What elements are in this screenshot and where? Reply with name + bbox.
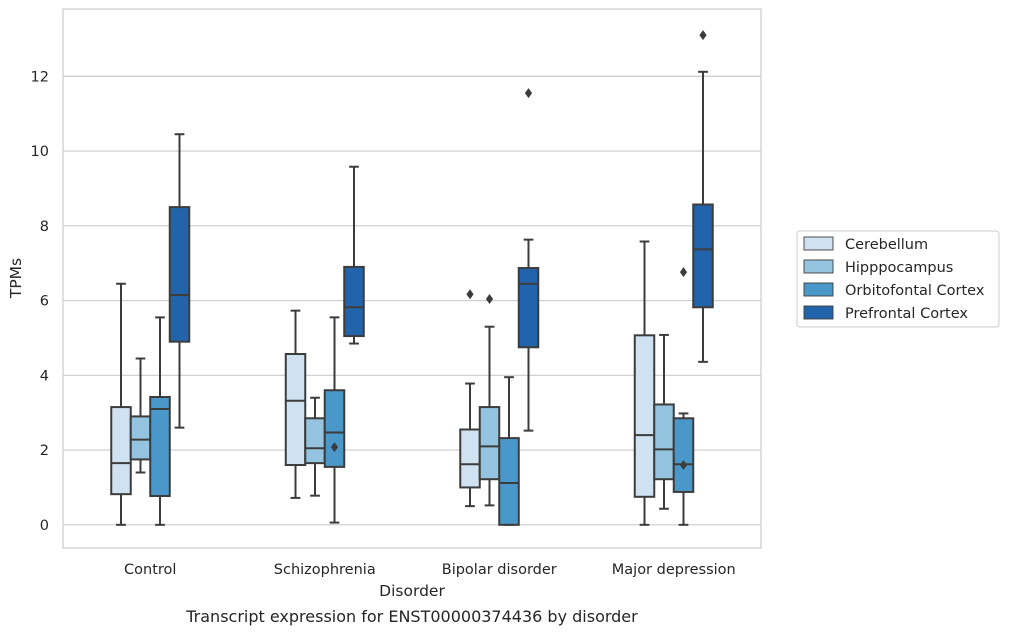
box-orbitofontal-cortex	[323, 316, 346, 524]
y-tick-label: 2	[40, 443, 49, 459]
box-orbitofontal-cortex	[672, 267, 695, 526]
legend-swatch	[803, 236, 834, 251]
box-hipppocampus	[478, 294, 501, 507]
y-axis-title: TPMs	[7, 258, 25, 299]
y-tick-label: 6	[40, 294, 49, 310]
x-tick-label: Schizophrenia	[274, 562, 376, 578]
legend: Cerebellum Hipppocampus Orbitofontal Corte…	[796, 230, 1000, 328]
box-iqr	[304, 417, 326, 465]
box-prefrontal-cortex	[517, 88, 540, 432]
box-orbitofontal-cortex	[149, 316, 171, 526]
y-tick-label: 12	[31, 69, 49, 85]
box-iqr	[129, 415, 152, 461]
outlier-point	[330, 442, 339, 453]
plot-frame	[62, 8, 762, 549]
legend-label: Prefrontal Cortex	[845, 306, 968, 322]
outlier-point	[524, 88, 533, 99]
box-prefrontal-cortex	[692, 30, 714, 363]
box-prefrontal-cortex	[343, 165, 365, 345]
y-tick-label: 8	[40, 219, 49, 235]
outlier-point	[679, 267, 688, 278]
box-orbitofontal-cortex	[498, 376, 520, 526]
box-iqr	[284, 353, 307, 467]
box-iqr	[343, 265, 365, 338]
box-iqr	[692, 203, 714, 309]
box-cerebellum	[633, 240, 656, 526]
box-iqr	[323, 389, 346, 468]
box-iqr	[459, 428, 481, 489]
box-iqr	[653, 403, 675, 481]
box-iqr	[498, 437, 520, 526]
chart-caption: Transcript expression for ENST0000037443…	[185, 607, 638, 626]
box-layer	[110, 30, 714, 526]
box-iqr	[517, 267, 540, 349]
x-axis-title: Disorder	[379, 582, 445, 600]
legend-label: Hipppocampus	[845, 260, 953, 276]
legend-swatch	[803, 305, 834, 320]
y-tick-label: 10	[31, 144, 49, 160]
outlier-point	[699, 30, 707, 41]
box-iqr	[149, 395, 171, 498]
y-tick-label: 4	[40, 368, 49, 384]
x-tick-label: Bipolar disorder	[442, 562, 557, 578]
axis-layer: 0 2 4 6 8 10 12 Control Schizophrenia Bipolar dis…	[31, 69, 736, 578]
outlier-point	[466, 289, 474, 300]
box-iqr	[168, 206, 191, 343]
y-tick-label: 0	[40, 518, 49, 534]
box-cerebellum	[459, 289, 481, 508]
box-iqr	[633, 334, 656, 498]
legend-swatch	[803, 282, 834, 297]
box-cerebellum	[284, 309, 307, 499]
x-tick-label: Major depression	[612, 562, 736, 578]
x-tick-label: Control	[124, 562, 176, 578]
legend-label: Cerebellum	[845, 237, 928, 253]
legend-label: Orbitofontal Cortex	[845, 283, 985, 299]
box-iqr	[478, 406, 501, 481]
box-iqr	[672, 417, 695, 493]
box-cerebellum	[110, 282, 132, 526]
outlier-point	[485, 294, 494, 305]
box-hipppocampus	[653, 333, 675, 510]
box-hipppocampus	[304, 396, 326, 497]
outlier-point	[679, 460, 688, 471]
legend-swatch	[803, 259, 834, 274]
box-prefrontal-cortex	[168, 133, 191, 429]
box-iqr	[110, 406, 132, 496]
legend-frame	[796, 230, 1000, 328]
